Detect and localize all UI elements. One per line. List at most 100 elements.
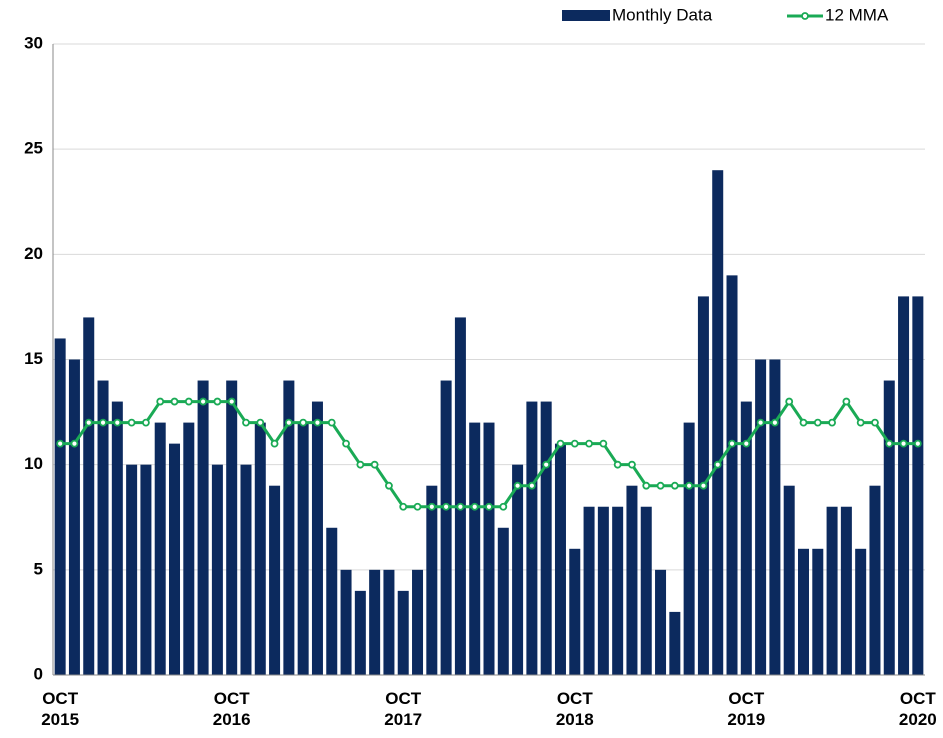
bar (397, 590, 409, 675)
legend-label: Monthly Data (612, 5, 713, 24)
line-marker (899, 439, 908, 448)
x-tick-label: OCT 2018 (555, 689, 594, 729)
bar (826, 506, 838, 675)
x-tick-label: OCT 2019 (727, 689, 766, 729)
line-marker (427, 502, 436, 511)
x-tick-label: OCT 2016 (212, 689, 251, 729)
line-marker (856, 418, 865, 427)
bar (483, 422, 495, 675)
line-marker (84, 418, 93, 427)
line-marker (413, 502, 422, 511)
bar (383, 569, 395, 675)
line-marker (199, 397, 207, 406)
line-marker (685, 481, 694, 490)
bar (569, 548, 581, 675)
y-tick-label: 30 (24, 33, 43, 52)
bar (197, 380, 209, 675)
line-marker (885, 439, 894, 448)
y-tick-label: 0 (34, 664, 43, 683)
bar (512, 464, 524, 675)
x-tick-label: OCT 2020 (898, 689, 937, 729)
bar (554, 443, 566, 675)
line-marker (142, 418, 150, 427)
bar (454, 317, 466, 675)
line-marker (656, 481, 665, 490)
bar (140, 464, 152, 675)
line-marker (485, 502, 493, 511)
line-marker (556, 439, 565, 448)
bar (912, 296, 924, 675)
line-marker (99, 418, 107, 427)
line-marker (642, 481, 651, 490)
line-marker (699, 481, 708, 490)
line-marker (728, 439, 736, 448)
bar (426, 485, 438, 675)
bar (440, 380, 452, 675)
line-marker (628, 460, 636, 469)
bar (812, 548, 824, 675)
bar (640, 506, 652, 675)
legend-swatch (562, 10, 610, 21)
bar (626, 485, 638, 675)
legend-label: 12 MMA (825, 5, 889, 24)
bar (54, 338, 66, 675)
bar (311, 401, 323, 675)
line-marker (599, 439, 608, 448)
bar (497, 527, 509, 675)
line-marker (828, 418, 836, 427)
bar (769, 359, 781, 675)
x-tick-label: OCT 2015 (41, 689, 80, 729)
bar (154, 422, 166, 675)
line-marker (213, 397, 222, 406)
line-marker (342, 439, 350, 448)
line-marker (56, 439, 65, 448)
bar (783, 485, 795, 675)
line-marker (613, 460, 622, 469)
y-tick-label: 15 (24, 349, 43, 368)
bar (797, 548, 809, 675)
bar (240, 464, 252, 675)
line-marker (756, 418, 765, 427)
line-marker (785, 397, 794, 406)
bar (583, 506, 595, 675)
bar (354, 590, 366, 675)
line-marker (513, 481, 522, 490)
line-marker (284, 418, 293, 427)
bar (612, 506, 624, 675)
line-marker (799, 418, 808, 427)
line-marker (742, 439, 751, 448)
line-marker (442, 502, 451, 511)
line-marker (713, 460, 722, 469)
line-marker (256, 418, 265, 427)
bar (283, 380, 295, 675)
bar (340, 569, 352, 675)
line-marker (542, 460, 551, 469)
y-tick-label: 25 (24, 139, 43, 158)
line-marker (70, 439, 79, 448)
line-marker (184, 397, 193, 406)
legend-marker (801, 12, 809, 20)
bar (211, 464, 223, 675)
line-marker (813, 418, 822, 427)
bar (254, 422, 266, 675)
line-marker (113, 418, 122, 427)
y-tick-label: 20 (24, 244, 43, 263)
bar (655, 569, 667, 675)
line-marker (299, 418, 308, 427)
bar (740, 401, 752, 675)
line-marker (327, 418, 336, 427)
line-marker (127, 418, 136, 427)
x-tick-label: OCT 2017 (384, 689, 423, 729)
bar (83, 317, 95, 675)
bar (326, 527, 338, 675)
bar (898, 296, 910, 675)
line-marker (913, 439, 922, 448)
bar (712, 170, 724, 675)
line-marker (527, 481, 536, 490)
line-marker (470, 502, 479, 511)
line-marker (270, 439, 279, 448)
bar (855, 548, 867, 675)
bar (126, 464, 138, 675)
bar (869, 485, 881, 675)
